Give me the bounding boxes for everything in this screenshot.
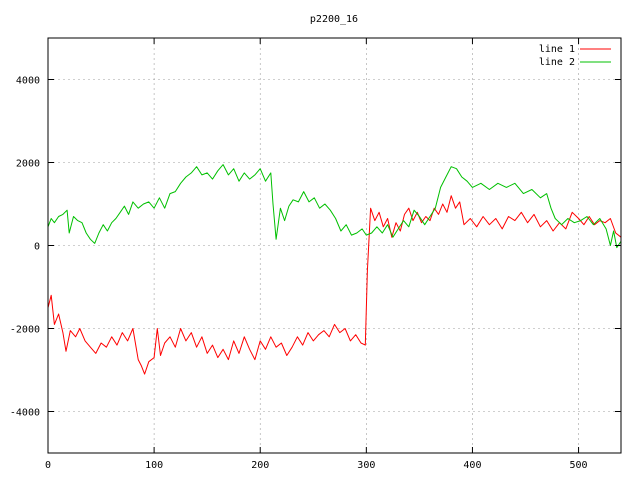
y-tick-label: 4000 bbox=[16, 76, 40, 87]
y-tick-label: 0 bbox=[34, 242, 40, 253]
x-tick-label: 400 bbox=[463, 460, 481, 471]
grid-lines bbox=[48, 38, 621, 453]
axis-ticks: 0 100 200 300 400 500 -4000 -2000 0 2000 4000 bbox=[10, 38, 621, 471]
y-tick-label: -2000 bbox=[10, 325, 40, 336]
x-tick-label: 200 bbox=[251, 460, 269, 471]
series-lines bbox=[47, 164, 622, 375]
y-tick-label: 2000 bbox=[16, 159, 40, 170]
legend: line 1 line 2 bbox=[539, 44, 611, 68]
legend-label-line-1: line 1 bbox=[539, 44, 575, 55]
x-tick-label: 100 bbox=[145, 460, 163, 471]
chart-title: p2200_16 bbox=[310, 14, 358, 25]
series-line-2 bbox=[47, 164, 622, 249]
series-line-1 bbox=[47, 195, 622, 375]
x-tick-label: 300 bbox=[357, 460, 375, 471]
legend-label-line-2: line 2 bbox=[539, 57, 575, 68]
y-tick-label: -4000 bbox=[10, 408, 40, 419]
x-tick-label: 500 bbox=[570, 460, 588, 471]
x-tick-label: 0 bbox=[45, 460, 51, 471]
